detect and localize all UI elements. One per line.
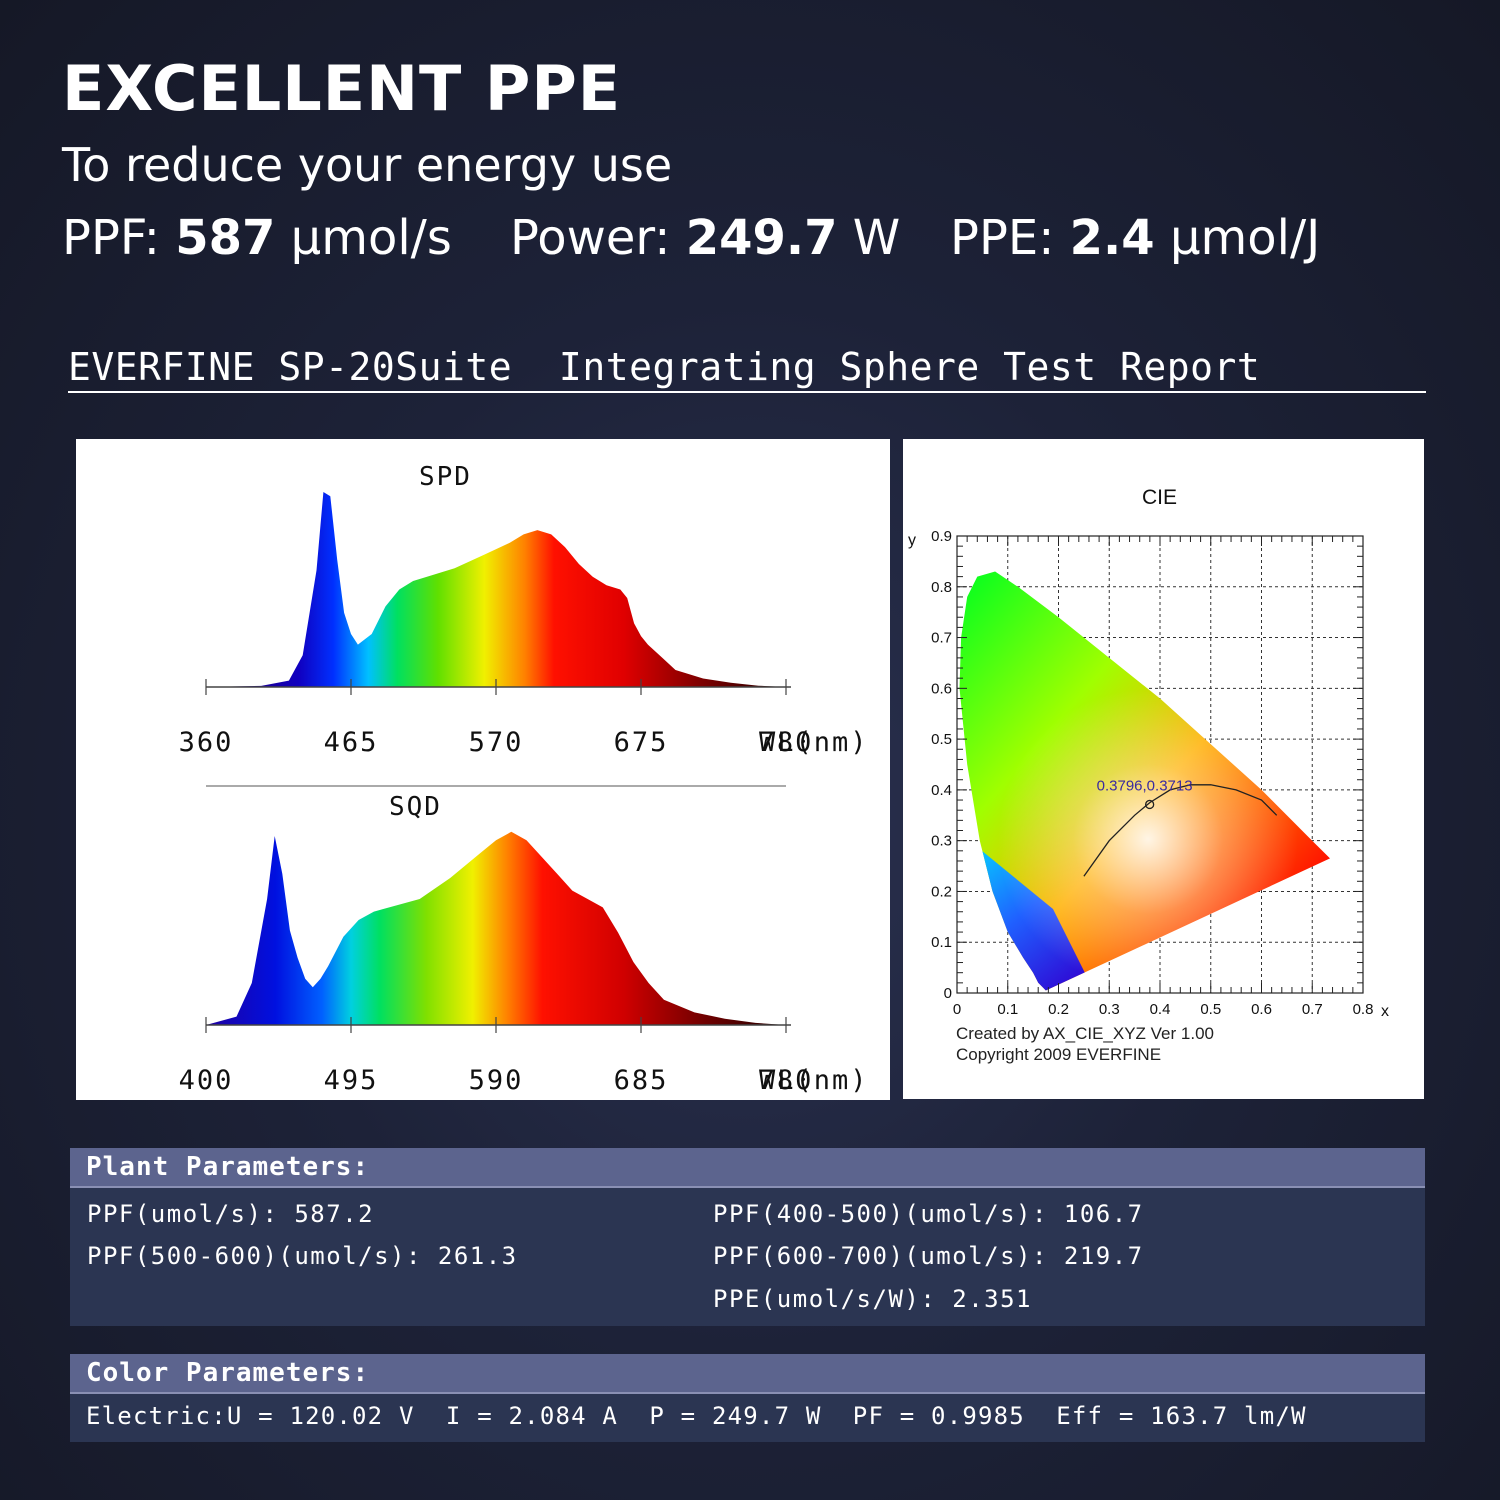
stat-ppe: PPE: 2.4 μmol/J xyxy=(950,210,1320,266)
param-ppf-400-500: PPF(400-500)(umol/s): 106.7 xyxy=(713,1200,1144,1228)
stat-power: Power: 249.7 W xyxy=(510,210,900,266)
sqd-area xyxy=(206,831,786,1025)
cie-credit: Created by AX_CIE_XYZ Ver 1.00 xyxy=(956,1024,1214,1043)
tick-label-1-4: 780 xyxy=(759,1065,814,1096)
y-tick-label-6: 0.6 xyxy=(931,680,952,697)
cie-copyright: Copyright 2009 EVERFINE xyxy=(956,1045,1161,1064)
spd-xlabel: WL(nm) xyxy=(759,727,869,758)
y-tick-label-0: 0 xyxy=(944,985,952,1002)
cie-ylabel: y xyxy=(908,532,916,549)
page-title: EXCELLENT PPE xyxy=(62,52,622,125)
electric-parameters: Electric:U = 120.02 V I = 2.084 A P = 24… xyxy=(86,1402,1307,1430)
stat-power-unit: W xyxy=(837,210,901,266)
x-tick-label-7: 0.7 xyxy=(1302,1001,1323,1018)
y-tick-label-1: 0.1 xyxy=(931,934,952,951)
tick-label-0-1: 465 xyxy=(324,727,379,758)
spd-title: SPD xyxy=(419,462,472,492)
cie-panel: CIE 0.3796,0.3713 0 0.1 0.2 0.3 0.4 0.5 0.6 0.7… xyxy=(903,439,1424,1099)
stat-ppf-unit: μmol/s xyxy=(275,210,452,266)
x-tick-label-8: 0.8 xyxy=(1353,1001,1374,1018)
tick-label-0-3: 675 xyxy=(614,727,669,758)
report-title: EVERFINE SP-20Suite Integrating Sphere T… xyxy=(68,345,1426,393)
cie-xlabel: x xyxy=(1381,1003,1389,1020)
stat-ppf: PPF: 587 μmol/s xyxy=(62,210,452,266)
x-tick-label-4: 0.4 xyxy=(1150,1001,1171,1018)
stat-ppf-label: PPF: xyxy=(62,210,176,266)
tick-label-0-4: 780 xyxy=(759,727,814,758)
gamut-white-layer xyxy=(959,571,1330,991)
x-tick-label-5: 0.5 xyxy=(1200,1001,1221,1018)
tick-label-1-1: 495 xyxy=(324,1065,379,1096)
tick-label-0-0: 360 xyxy=(179,727,234,758)
stat-ppf-value: 587 xyxy=(175,210,276,266)
x-tick-label-6: 0.6 xyxy=(1251,1001,1272,1018)
sqd-xlabel: WL(nm) xyxy=(759,1065,869,1096)
y-tick-label-9: 0.9 xyxy=(931,528,952,545)
stat-ppe-value: 2.4 xyxy=(1069,210,1155,266)
cie-gamut-fill xyxy=(959,571,1330,991)
stat-ppe-label: PPE: xyxy=(950,210,1070,266)
sqd-tick-group: 400 495 590 685 780 xyxy=(179,1017,814,1096)
stat-power-label: Power: xyxy=(510,210,686,266)
x-tick-label-3: 0.3 xyxy=(1099,1001,1120,1018)
cie-chart: CIE 0.3796,0.3713 0 0.1 0.2 0.3 0.4 0.5 0.6 0.7… xyxy=(908,486,1389,1064)
y-tick-label-8: 0.8 xyxy=(931,579,952,596)
param-ppf: PPF(umol/s): 587.2 xyxy=(87,1200,375,1228)
cie-tick-group: 0 0.1 0.2 0.3 0.4 0.5 0.6 0.7 0.8 0 0.1 0.2 0.3 0.4 0.… xyxy=(931,528,1373,1018)
chromaticity-point xyxy=(1144,799,1155,810)
color-parameters-title: Color Parameters: xyxy=(70,1354,1425,1394)
x-tick-label-0: 0 xyxy=(953,1001,961,1018)
param-ppe: PPE(umol/s/W): 2.351 xyxy=(713,1285,1032,1313)
planckian-locus xyxy=(1083,784,1278,877)
cie-title: CIE xyxy=(1142,486,1177,509)
x-tick-label-2: 0.2 xyxy=(1048,1001,1069,1018)
spd-area xyxy=(206,492,786,687)
page-subtitle: To reduce your energy use xyxy=(62,138,673,192)
plant-parameters-box: Plant Parameters: PPF(umol/s): 587.2 PPF… xyxy=(70,1148,1425,1326)
y-tick-label-3: 0.3 xyxy=(931,833,952,850)
stat-ppe-unit: μmol/J xyxy=(1154,210,1321,266)
spd-tick-group: 360 465 570 675 780 xyxy=(179,679,814,758)
y-tick-label-5: 0.5 xyxy=(931,731,952,748)
x-tick-label-1: 0.1 xyxy=(997,1001,1018,1018)
tick-label-1-0: 400 xyxy=(179,1065,234,1096)
spectrum-panel: SPD 360 465 570 675 780 WL(nm) SQD 400 495 590… xyxy=(76,439,890,1100)
tick-label-1-3: 685 xyxy=(614,1065,669,1096)
y-tick-label-4: 0.4 xyxy=(931,782,952,799)
param-ppf-600-700: PPF(600-700)(umol/s): 219.7 xyxy=(713,1242,1144,1270)
y-tick-label-7: 0.7 xyxy=(931,630,952,647)
param-ppf-500-600: PPF(500-600)(umol/s): 261.3 xyxy=(87,1242,518,1270)
stat-power-value: 249.7 xyxy=(685,210,838,266)
tick-label-1-2: 590 xyxy=(469,1065,524,1096)
chromaticity-point-label: 0.3796,0.3713 xyxy=(1097,777,1193,794)
color-parameters-box: Color Parameters: Electric:U = 120.02 V … xyxy=(70,1354,1425,1442)
y-tick-label-2: 0.2 xyxy=(931,883,952,900)
plant-parameters-title: Plant Parameters: xyxy=(70,1148,1425,1188)
tick-label-0-2: 570 xyxy=(469,727,524,758)
spectrum-charts: SPD 360 465 570 675 780 WL(nm) SQD 400 495 590… xyxy=(179,462,869,1096)
sqd-title: SQD xyxy=(389,792,442,822)
